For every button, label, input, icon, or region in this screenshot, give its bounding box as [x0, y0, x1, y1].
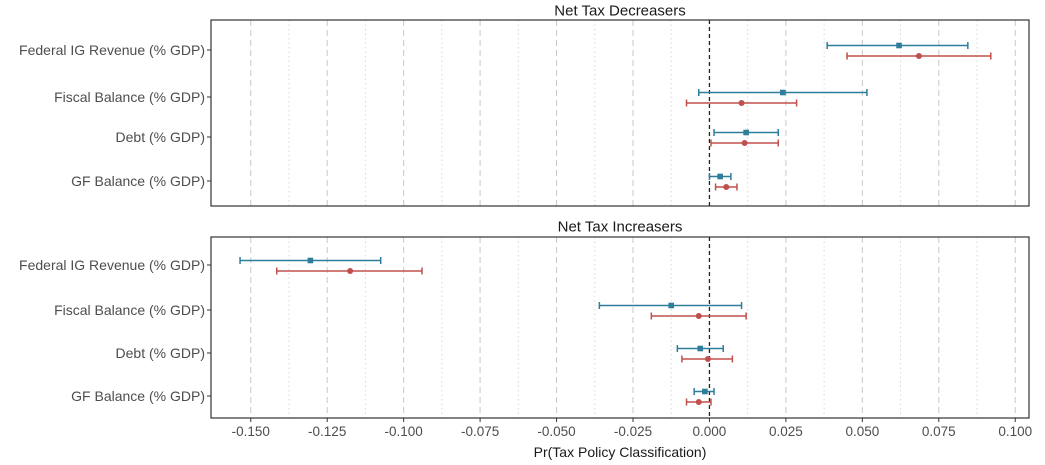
point-estimate-circle — [741, 140, 748, 146]
point-estimate-square — [743, 129, 749, 136]
category-label: Fiscal Balance (% GDP) — [54, 89, 205, 105]
category-label: Debt (% GDP) — [116, 345, 205, 361]
x-axis-title: Pr(Tax Policy Classification) — [534, 444, 707, 460]
category-label: Federal IG Revenue (% GDP) — [19, 257, 205, 273]
panel-border — [210, 236, 1030, 419]
point-estimate-square — [668, 302, 675, 309]
point-estimate-circle — [695, 313, 702, 319]
point-estimate-circle — [704, 356, 711, 362]
point-estimate-circle — [695, 399, 702, 405]
point-estimate-circle — [915, 53, 922, 59]
point-estimate-square — [896, 42, 902, 49]
x-tick-label: 0.100 — [998, 424, 1032, 439]
category-label: Fiscal Balance (% GDP) — [54, 302, 205, 318]
panel-strip — [211, 218, 1029, 236]
x-tick-label: -0.050 — [537, 424, 575, 439]
x-tick-label: 0.075 — [922, 424, 956, 439]
panel-title: Net Tax Increasers — [558, 219, 683, 236]
x-tick-label: -0.150 — [232, 424, 270, 439]
point-estimate-circle — [347, 268, 354, 274]
point-estimate-square — [717, 173, 723, 180]
x-tick-label: 0.000 — [693, 424, 727, 439]
category-label: GF Balance (% GDP) — [71, 388, 205, 404]
category-label: GF Balance (% GDP) — [71, 173, 205, 189]
x-tick-label: 0.025 — [769, 424, 803, 439]
x-tick-label: -0.025 — [614, 424, 652, 439]
category-label: Federal IG Revenue (% GDP) — [19, 42, 205, 58]
point-estimate-square — [697, 345, 704, 352]
x-tick-label: -0.075 — [461, 424, 499, 439]
x-tick-label: 0.050 — [845, 424, 879, 439]
panel-background — [211, 237, 1029, 418]
panel-background — [211, 20, 1029, 206]
point-estimate-square — [780, 89, 786, 96]
point-estimate-square — [702, 388, 708, 395]
category-label: Debt (% GDP) — [116, 129, 205, 145]
panel-strip — [211, 2, 1029, 20]
panel-border — [210, 19, 1030, 207]
point-estimate-circle — [738, 100, 745, 106]
x-tick-label: -0.100 — [385, 424, 423, 439]
point-estimate-square — [307, 257, 314, 264]
panel-title: Net Tax Decreasers — [554, 3, 685, 20]
point-estimate-circle — [723, 184, 730, 190]
x-tick-label: -0.125 — [308, 424, 346, 439]
